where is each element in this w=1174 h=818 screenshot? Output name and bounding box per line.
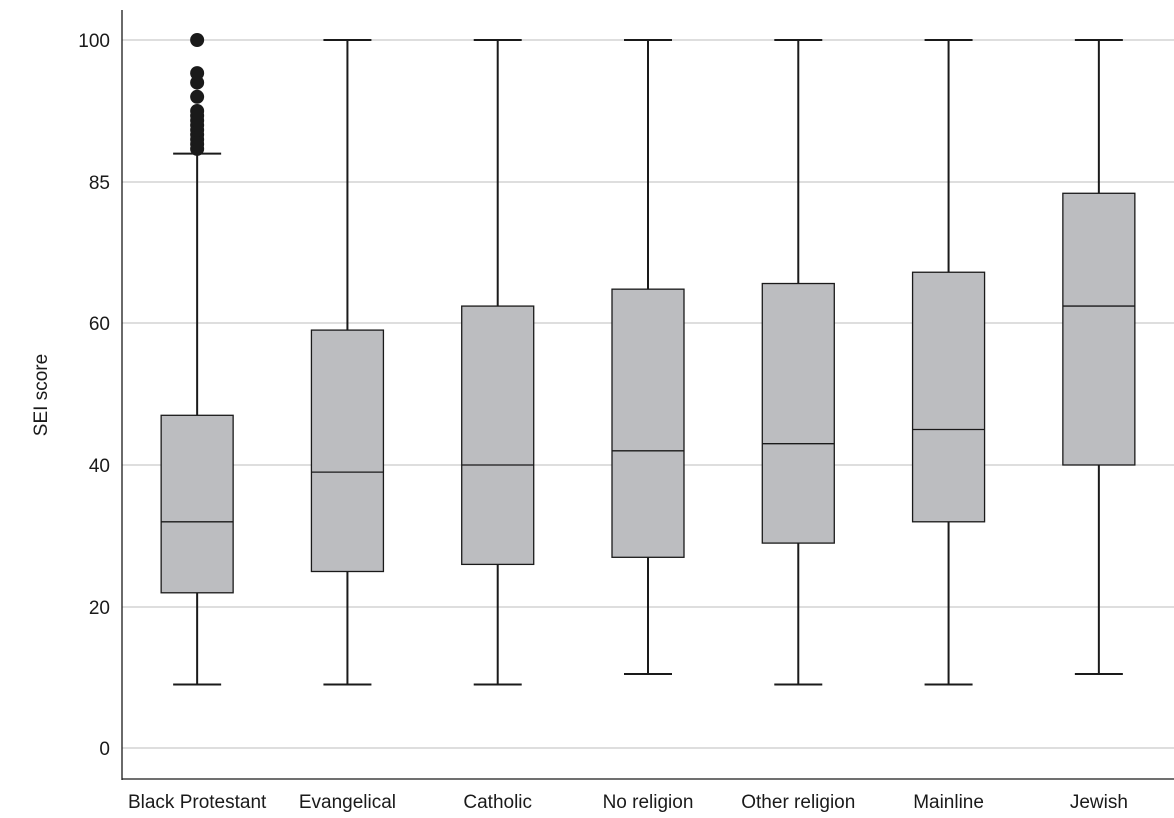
y-axis-title: SEI score — [31, 354, 52, 436]
x-category-label: Jewish — [1070, 792, 1128, 813]
iqr-box — [911, 271, 986, 523]
box-no-religion — [611, 39, 685, 675]
outlier-point — [190, 66, 205, 81]
iqr-box — [461, 305, 535, 566]
iqr-box — [761, 282, 835, 544]
iqr-box — [1062, 192, 1136, 466]
iqr-box — [611, 288, 685, 558]
y-tick-label: 100 — [78, 31, 110, 52]
y-tick-label: 20 — [89, 598, 110, 619]
outlier-point — [190, 89, 205, 104]
iqr-box — [310, 329, 385, 573]
y-axis-tick-labels: 0 20 40 60 85 100 — [78, 31, 110, 760]
iqr-box — [160, 414, 234, 594]
outlier-point — [190, 104, 205, 118]
y-tick-label: 40 — [89, 456, 110, 477]
box-mainline — [911, 39, 986, 686]
box-catholic — [461, 39, 535, 686]
box-evangelical — [310, 39, 385, 686]
box-jewish — [1062, 39, 1136, 675]
x-category-label: No religion — [603, 792, 694, 813]
box-other-religion — [761, 39, 835, 686]
x-category-label: Black Protestant — [128, 792, 267, 813]
boxes — [160, 33, 1136, 686]
x-category-label: Other religion — [741, 792, 855, 813]
y-tick-label: 0 — [99, 739, 110, 760]
y-tick-label: 60 — [89, 314, 110, 335]
outlier-point — [190, 33, 205, 47]
x-category-label: Mainline — [913, 792, 984, 813]
x-category-label: Evangelical — [299, 792, 396, 813]
box-black-protestant — [160, 33, 234, 686]
x-axis-category-labels: Black Protestant Evangelical Catholic No re… — [128, 792, 1128, 813]
x-category-label: Catholic — [463, 792, 532, 813]
y-tick-label: 85 — [89, 173, 110, 194]
